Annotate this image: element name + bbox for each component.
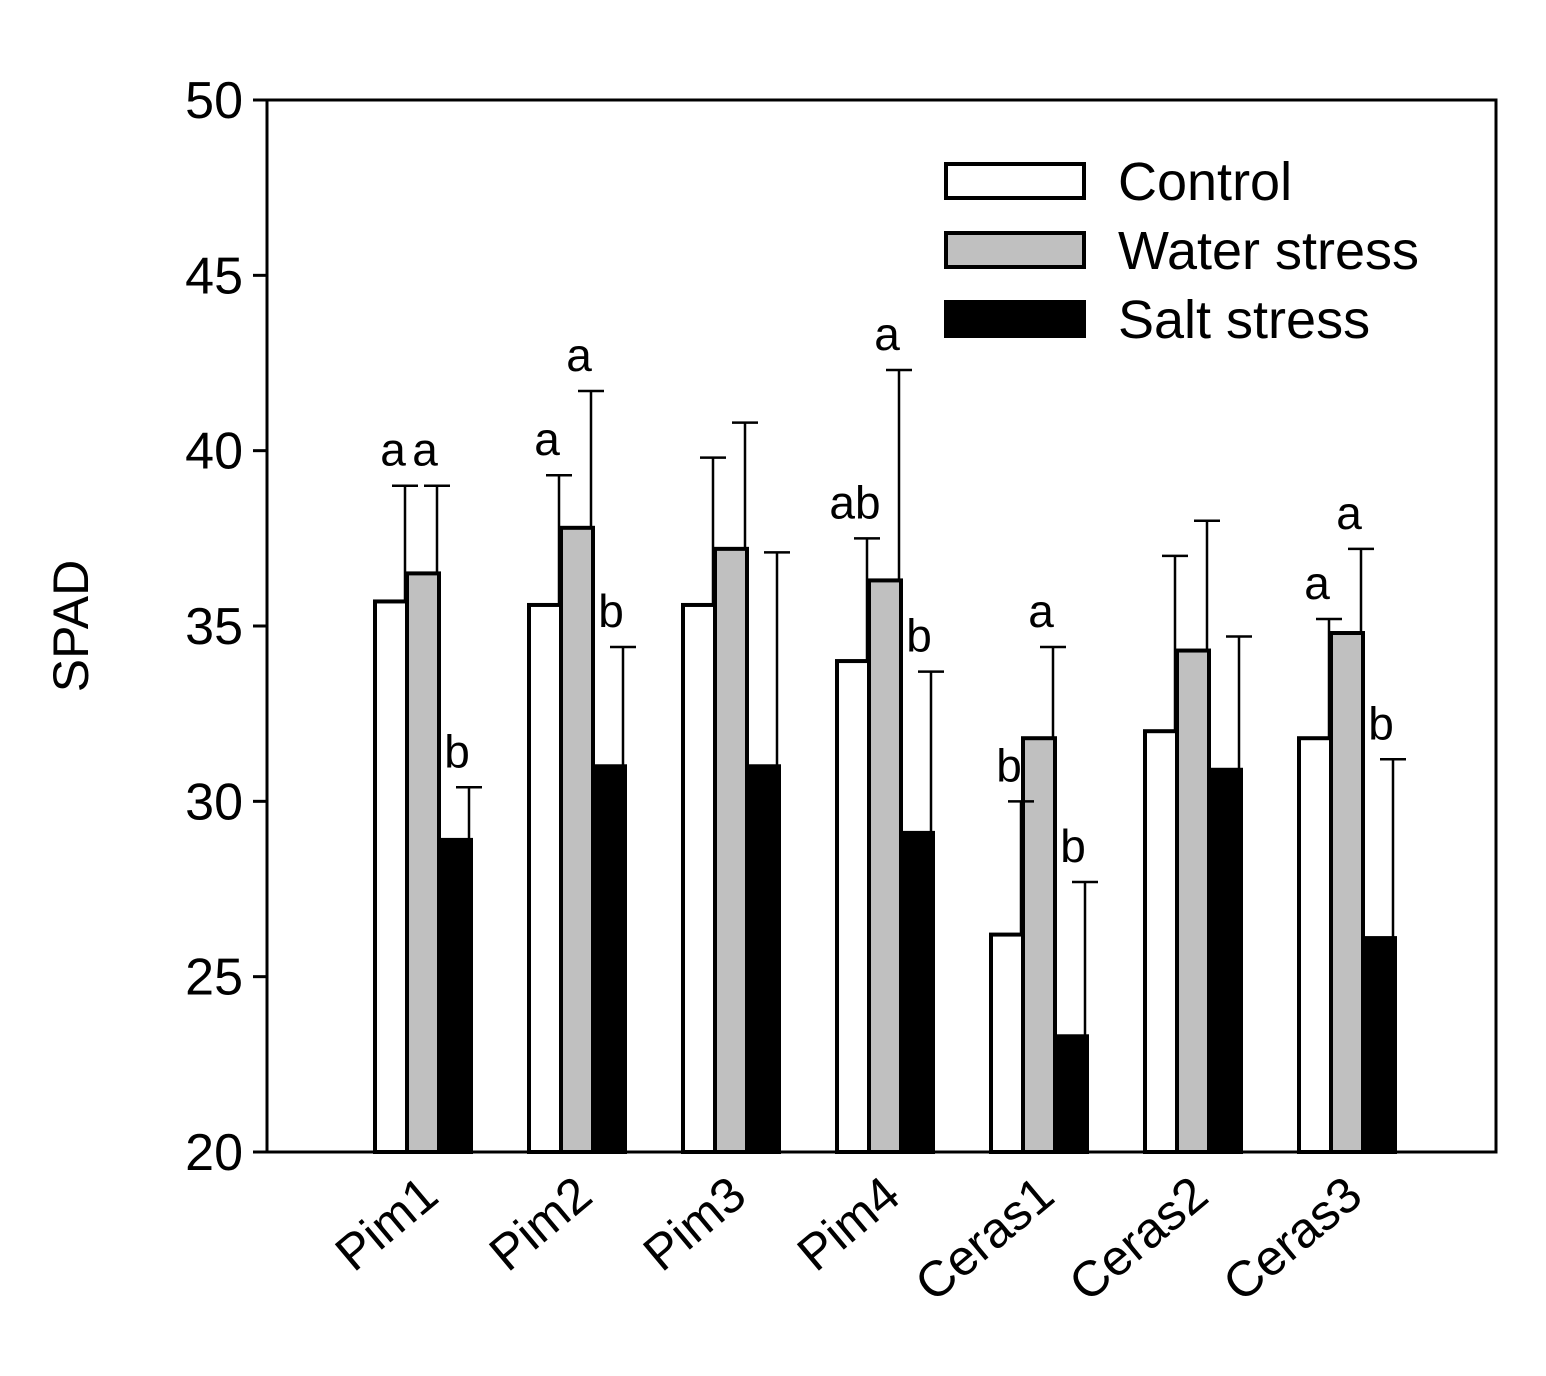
bar-ceras3-water-stress — [1329, 631, 1365, 1154]
legend-label-salt-stress: Salt stress — [1118, 290, 1370, 350]
sig-bar-pim2-salt-stress: b — [598, 585, 624, 637]
sig-bar-ceras3-water-stress: a — [1336, 487, 1362, 539]
x-tick-label-pim4: Pim4 — [787, 1166, 910, 1282]
bar-pim4-salt-stress — [899, 830, 935, 1154]
sig-bar-ceras1-water-stress: a — [1028, 585, 1054, 637]
legend-label-water-stress: Water stress — [1118, 221, 1419, 281]
x-tick-label-pim3: Pim3 — [633, 1166, 756, 1282]
bars-layer — [373, 525, 1397, 1155]
bar-pim2-water-stress — [559, 525, 595, 1154]
sig-bar-ceras3-salt-stress: b — [1368, 697, 1394, 749]
y-tick-label-35: 35 — [185, 598, 243, 656]
legend-swatch-control — [944, 162, 1086, 200]
x-tick-label-ceras3: Ceras3 — [1213, 1166, 1372, 1313]
bar-pim4-control — [835, 659, 871, 1154]
y-tick-label-45: 45 — [185, 247, 243, 305]
sig-bar-pim2-water-stress: a — [566, 329, 592, 381]
bar-ceras1-salt-stress — [1053, 1034, 1089, 1155]
bar-pim4-water-stress — [867, 578, 903, 1154]
bar-pim2-control — [527, 602, 563, 1154]
x-tick-label-pim1: Pim1 — [325, 1166, 448, 1282]
bar-ceras1-control — [989, 932, 1025, 1154]
x-tick-label-ceras1: Ceras1 — [905, 1166, 1064, 1313]
bar-pim1-salt-stress — [437, 837, 473, 1154]
bar-pim3-salt-stress — [745, 764, 781, 1154]
y-tick-label-50: 50 — [185, 72, 243, 130]
y-axis-title: SPAD — [43, 560, 99, 692]
bar-pim3-control — [681, 602, 717, 1154]
x-tick-label-pim2: Pim2 — [479, 1166, 602, 1282]
sig-bar-ceras1-salt-stress: b — [1060, 820, 1086, 872]
bar-pim1-control — [373, 599, 409, 1154]
sig-bar-pim4-salt-stress: b — [906, 610, 932, 662]
x-tick-label-ceras2: Ceras2 — [1059, 1166, 1218, 1313]
error-bars-layer — [392, 368, 1406, 1037]
legend-swatch-salt-stress — [944, 300, 1086, 338]
sig-bar-pim4-water-stress: a — [874, 308, 900, 360]
legend-label-control: Control — [1118, 152, 1292, 212]
legend-swatch-water-stress — [944, 231, 1086, 269]
sig-bar-ceras3-control: a — [1304, 557, 1330, 609]
sig-bar-pim4-control: ab — [829, 476, 880, 528]
bar-ceras2-control — [1143, 729, 1179, 1154]
y-tick-label-40: 40 — [185, 423, 243, 481]
sig-bar-pim1-control: a — [380, 424, 406, 476]
sig-bar-pim1-salt-stress: b — [444, 725, 470, 777]
sig-bar-pim2-control: a — [534, 413, 560, 465]
sig-bar-ceras1-control: b — [996, 739, 1022, 791]
bar-pim3-water-stress — [713, 546, 749, 1154]
bar-ceras3-control — [1297, 736, 1333, 1154]
bar-ceras2-salt-stress — [1207, 767, 1243, 1154]
y-tick-label-20: 20 — [185, 1124, 243, 1182]
legend: Control Water stress Salt stress — [944, 152, 1419, 350]
bar-ceras3-salt-stress — [1361, 936, 1397, 1154]
sig-bar-pim1-water-stress: a — [412, 424, 438, 476]
bar-pim1-water-stress — [405, 571, 441, 1154]
y-tick-label-25: 25 — [185, 949, 243, 1007]
y-tick-label-30: 30 — [185, 773, 243, 831]
bar-ceras2-water-stress — [1175, 648, 1211, 1155]
bar-pim2-salt-stress — [591, 764, 627, 1154]
y-axis: 20 25 30 35 40 45 50 — [185, 72, 267, 1182]
